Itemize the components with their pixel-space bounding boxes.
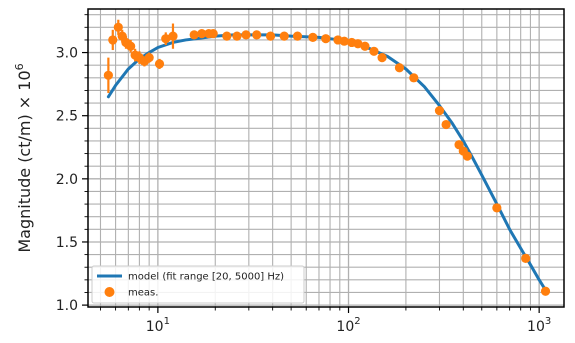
meas-point [441, 119, 451, 130]
legend-model-label: model (fit range [20, 5000] Hz) [128, 272, 284, 283]
meas-point [292, 31, 303, 41]
meas-point [265, 31, 276, 41]
y-axis-title: Magnitude (ct/m) × 106 [13, 63, 34, 252]
plot-content [103, 19, 551, 296]
legend-frame [91, 265, 305, 304]
meas-point [360, 41, 370, 51]
meas-point [103, 70, 113, 80]
y-tick-label: 3.0 [56, 46, 78, 62]
meas-point [521, 253, 531, 263]
x-tick-label-exponent: 3 [545, 316, 551, 327]
meas-point [377, 53, 387, 63]
meas-point [409, 73, 419, 83]
meas-point [241, 30, 251, 40]
meas-point [252, 30, 262, 40]
meas-point [434, 106, 445, 116]
y-tick-label: 1.0 [56, 298, 78, 314]
meas-point [321, 34, 331, 44]
grid [88, 9, 564, 307]
meas-point [492, 203, 502, 213]
meas-point [339, 36, 349, 46]
meas-point [144, 53, 154, 63]
y-axis-title-exponent: 6 [13, 63, 26, 70]
y-tick-label: 2.0 [56, 172, 78, 188]
meas-point [394, 63, 405, 73]
meas-point [540, 286, 551, 296]
x-tick-label-base: 10 [527, 319, 545, 335]
meas-point [113, 22, 123, 32]
x-tick-label-base: 10 [146, 319, 164, 335]
meas-point [154, 59, 165, 69]
meas-point [126, 41, 136, 51]
meas-point [279, 31, 289, 41]
legend-meas-marker-swatch [104, 287, 115, 297]
legend-meas-label: meas. [128, 288, 158, 299]
meas-point [369, 46, 379, 56]
meas-point [168, 31, 178, 41]
x-tick-label: 102 [336, 316, 360, 335]
x-tick-label: 101 [146, 316, 170, 335]
legend: model (fit range [20, 5000] Hz) meas. [91, 265, 305, 304]
y-tick-label: 2.5 [56, 109, 78, 125]
meas-point [208, 29, 218, 39]
meas-point [353, 39, 363, 49]
meas-point [462, 151, 472, 161]
meas-point [308, 32, 318, 43]
x-tick-label-exponent: 2 [354, 316, 360, 327]
meas-point [197, 29, 207, 39]
meas-point [232, 31, 242, 41]
meas-point [222, 31, 232, 41]
y-axis-title-text: Magnitude (ct/m) × 10 [15, 70, 34, 252]
y-tick-label: 1.5 [56, 235, 78, 251]
x-tick-label-exponent: 1 [164, 316, 170, 327]
x-tick-label: 103 [527, 316, 551, 335]
axes-frame [87, 8, 565, 308]
meas-point [108, 35, 118, 45]
meas-point [161, 34, 171, 44]
x-tick-label-base: 10 [336, 319, 354, 335]
meas-point [189, 30, 199, 40]
